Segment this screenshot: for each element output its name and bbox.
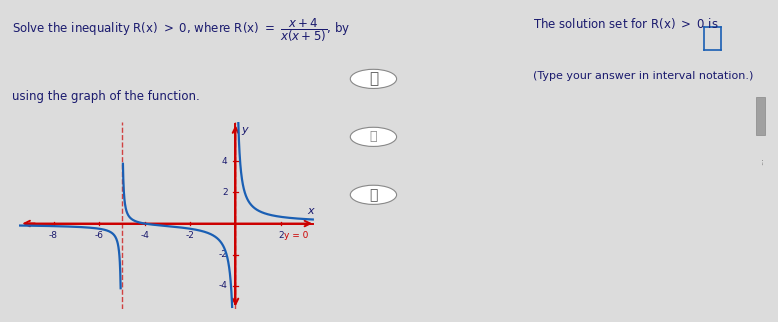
Text: -2: -2 <box>186 231 194 240</box>
Text: 🔍: 🔍 <box>369 71 378 86</box>
Text: -4: -4 <box>140 231 149 240</box>
Text: -4: -4 <box>219 281 227 290</box>
Text: ...: ... <box>756 157 765 165</box>
Text: Solve the inequality R(x) $>$ 0, where R(x) $=$ $\dfrac{x+4}{x(x+5)}$, by: Solve the inequality R(x) $>$ 0, where R… <box>12 16 350 44</box>
Text: -6: -6 <box>95 231 103 240</box>
Text: using the graph of the function.: using the graph of the function. <box>12 90 199 103</box>
Text: ⧉: ⧉ <box>370 188 377 202</box>
Text: (Type your answer in interval notation.): (Type your answer in interval notation.) <box>533 71 753 81</box>
Text: 🔍: 🔍 <box>370 130 377 143</box>
Text: 4: 4 <box>222 157 227 166</box>
Text: y = 0: y = 0 <box>285 231 309 240</box>
Text: 2: 2 <box>222 188 227 197</box>
Text: -8: -8 <box>49 231 58 240</box>
Bar <box>755 97 765 135</box>
Text: 2: 2 <box>279 231 284 240</box>
Text: y: y <box>241 126 248 136</box>
Text: -2: -2 <box>219 250 227 259</box>
Text: x: x <box>307 206 314 216</box>
Text: The solution set for R(x) $>$ 0 is: The solution set for R(x) $>$ 0 is <box>533 16 719 31</box>
